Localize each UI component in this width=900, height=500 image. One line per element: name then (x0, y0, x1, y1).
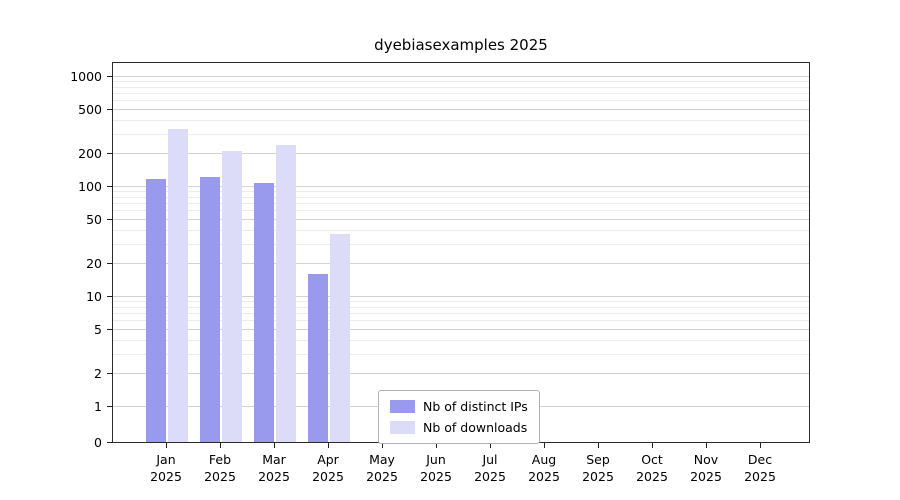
bar-distinct-ips (200, 177, 220, 442)
y-tick-label: 500 (78, 102, 102, 118)
gridline (113, 186, 809, 187)
y-tick-mark (107, 152, 112, 154)
y-tick-mark (107, 109, 112, 111)
gridline (113, 329, 809, 331)
y-tick-label: 200 (78, 145, 102, 161)
minor-gridline (113, 320, 809, 322)
x-tick-mark (706, 443, 707, 448)
minor-gridline (113, 196, 809, 198)
minor-gridline (113, 81, 809, 83)
x-tick-label: Feb 2025 (204, 452, 236, 484)
minor-gridline (113, 191, 809, 193)
x-tick-mark (274, 443, 275, 448)
minor-gridline (113, 133, 809, 135)
x-tick-mark (652, 443, 653, 448)
y-tick-label: 50 (86, 212, 102, 228)
minor-gridline (113, 301, 809, 303)
minor-gridline (113, 243, 809, 245)
legend-item-distinct-ips: Nb of distinct IPs (390, 399, 528, 414)
y-tick-mark (107, 372, 112, 374)
gridline (113, 76, 809, 77)
bar-downloads (168, 128, 188, 442)
bar-distinct-ips (254, 182, 274, 442)
plot-area (112, 62, 810, 443)
y-tick-mark (107, 406, 112, 407)
x-tick-label: Nov 2025 (690, 452, 722, 484)
minor-gridline (113, 229, 809, 231)
x-tick-mark (490, 443, 491, 448)
x-tick-mark (220, 443, 221, 448)
legend: Nb of distinct IPs Nb of downloads (378, 390, 540, 444)
x-tick-mark (598, 443, 599, 448)
x-tick-label: Aug 2025 (528, 452, 560, 484)
x-tick-label: Sep 2025 (582, 452, 614, 484)
legend-item-downloads: Nb of downloads (390, 420, 528, 435)
minor-gridline (113, 203, 809, 205)
x-tick-label: May 2025 (366, 452, 398, 484)
y-tick-mark (107, 329, 112, 331)
x-tick-label: Jun 2025 (420, 452, 452, 484)
bar-distinct-ips (308, 273, 328, 442)
x-tick-label: Oct 2025 (636, 452, 668, 484)
chart-title: dyebiasexamples 2025 (374, 36, 548, 54)
x-tick-label: Mar 2025 (258, 452, 290, 484)
x-tick-label: Jul 2025 (474, 452, 506, 484)
y-tick-mark (107, 186, 112, 187)
minor-gridline (113, 100, 809, 102)
y-tick-mark (107, 262, 112, 264)
minor-gridline (113, 119, 809, 121)
y-tick-mark (107, 296, 112, 297)
minor-gridline (113, 353, 809, 355)
x-tick-mark (328, 443, 329, 448)
y-tick-label: 10 (86, 289, 102, 304)
legend-swatch-distinct-ips-icon (390, 400, 415, 413)
bar-distinct-ips (146, 179, 166, 442)
y-tick-mark (107, 219, 112, 221)
y-tick-label: 20 (86, 255, 102, 271)
y-tick-label: 5 (94, 322, 102, 338)
x-tick-mark (544, 443, 545, 448)
gridline (113, 109, 809, 111)
minor-gridline (113, 86, 809, 88)
x-tick-mark (382, 443, 383, 448)
y-tick-label: 2 (94, 365, 102, 381)
y-tick-mark (107, 442, 112, 443)
x-tick-mark (166, 443, 167, 448)
bar-downloads (276, 144, 296, 442)
minor-gridline (113, 313, 809, 315)
minor-gridline (113, 210, 809, 212)
legend-label-distinct-ips: Nb of distinct IPs (423, 399, 528, 414)
bar-downloads (222, 150, 242, 442)
x-tick-label: Apr 2025 (312, 452, 344, 484)
minor-gridline (113, 306, 809, 308)
legend-label-downloads: Nb of downloads (423, 420, 528, 435)
x-tick-mark (436, 443, 437, 448)
x-tick-mark (760, 443, 761, 448)
minor-gridline (113, 339, 809, 341)
x-tick-label: Dec 2025 (744, 452, 776, 484)
y-tick-mark (107, 76, 112, 77)
x-tick-label: Jan 2025 (150, 452, 182, 484)
gridline (113, 219, 809, 221)
y-tick-label: 1 (94, 399, 102, 414)
legend-swatch-downloads-icon (390, 421, 415, 434)
gridline (113, 296, 809, 297)
gridline (113, 152, 809, 154)
gridline (113, 372, 809, 374)
y-tick-label: 100 (78, 179, 102, 194)
y-tick-label: 1000 (70, 69, 102, 84)
minor-gridline (113, 93, 809, 95)
bar-downloads (330, 233, 350, 442)
gridline (113, 262, 809, 264)
y-tick-label: 0 (94, 435, 102, 450)
